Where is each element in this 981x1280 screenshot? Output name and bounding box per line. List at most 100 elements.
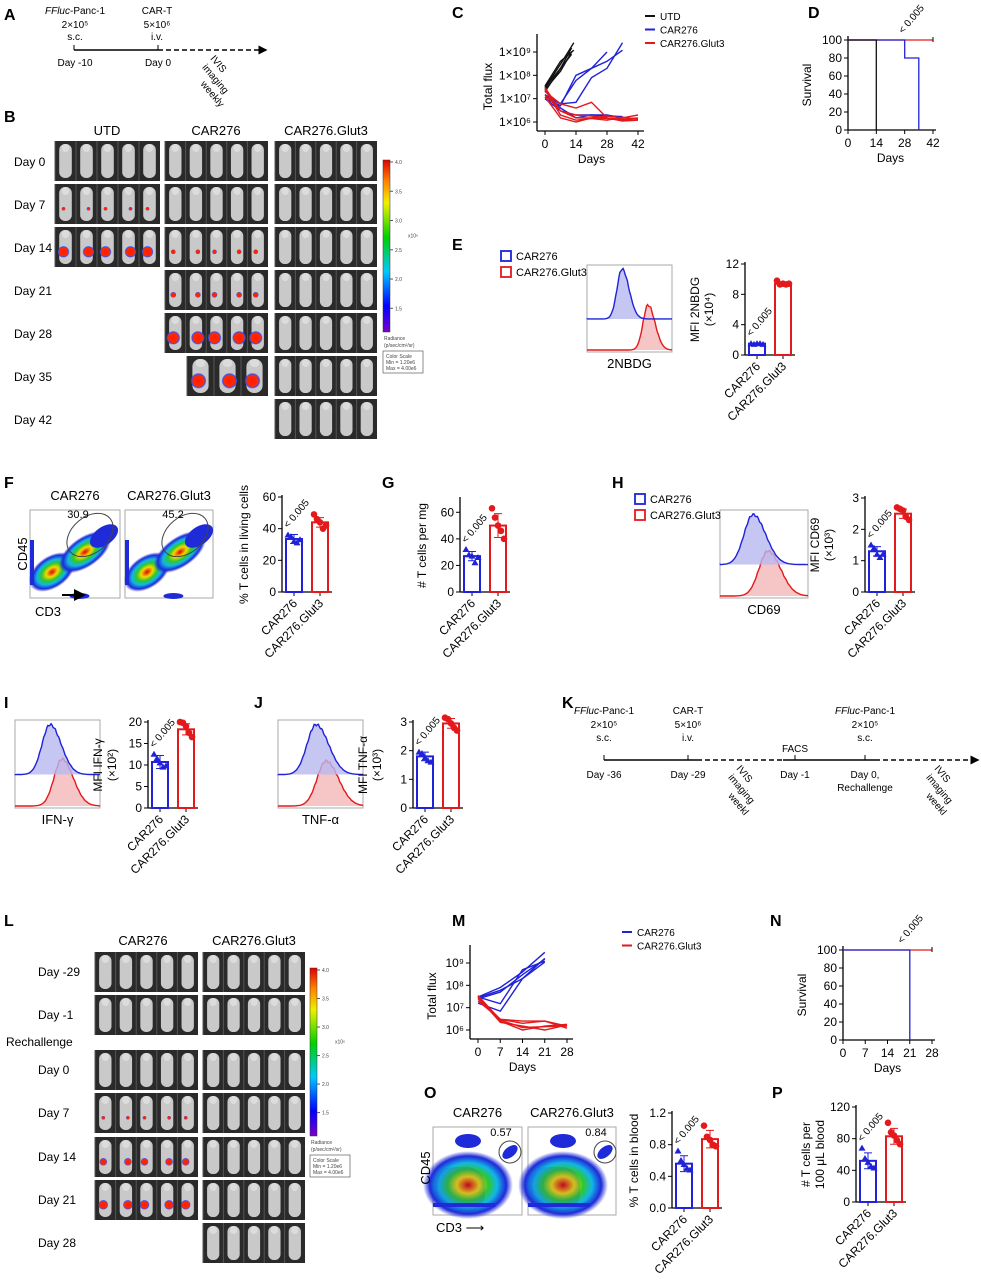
x-tick-label: 7 bbox=[862, 1046, 869, 1060]
gate-percentage: 45.2 bbox=[162, 509, 183, 521]
mouse-head bbox=[192, 316, 200, 324]
mouse-head bbox=[145, 187, 154, 195]
y-axis-label: MFI CD69 bbox=[808, 517, 822, 572]
colorbar-unit-label: Radiance bbox=[384, 336, 405, 342]
mouse-silhouette bbox=[268, 1096, 281, 1130]
ivis-image bbox=[94, 1180, 198, 1220]
tumor-signal bbox=[145, 206, 150, 211]
mouse-head bbox=[82, 230, 91, 238]
mouse-head bbox=[212, 144, 221, 152]
mouse-head bbox=[281, 230, 289, 238]
mouse-silhouette bbox=[340, 402, 353, 436]
ivis-image bbox=[274, 141, 377, 181]
mouse-silhouette bbox=[268, 998, 281, 1032]
mouse-head bbox=[322, 144, 330, 152]
mouse-silhouette bbox=[319, 144, 333, 178]
mouse-head bbox=[122, 1053, 130, 1061]
y-axis-label: (×10⁴) bbox=[702, 293, 716, 327]
y-axis-label: MFI IFN-γ bbox=[91, 738, 105, 791]
x-axis-label: Days bbox=[509, 1060, 536, 1074]
y-tick-label: 10⁷ bbox=[446, 1001, 464, 1015]
ivis-image bbox=[202, 1137, 305, 1177]
mouse-head bbox=[209, 1096, 217, 1104]
mouse-head bbox=[229, 1096, 238, 1104]
mouse-head bbox=[163, 1140, 171, 1148]
histogram-car276-glut3-line bbox=[587, 303, 673, 351]
legend-label: CAR276.Glut3 bbox=[637, 942, 702, 953]
colorbar-tick-label: 1.5 bbox=[322, 1111, 329, 1117]
series-line-car276-glut3 bbox=[477, 998, 568, 1031]
name-italic: FFluc bbox=[45, 6, 70, 17]
y-axis-label: MFI 2NBDG bbox=[688, 277, 702, 342]
y-tick-label: 20 bbox=[824, 1015, 838, 1029]
y-tick-label: 1.2 bbox=[649, 1106, 666, 1120]
mouse-head bbox=[322, 187, 330, 195]
mouse-head bbox=[322, 230, 330, 238]
panel-label-o: O bbox=[424, 1085, 436, 1102]
mouse-head bbox=[342, 402, 351, 410]
mouse-head bbox=[163, 998, 171, 1006]
mouse-silhouette bbox=[319, 359, 333, 393]
tumor-injection-label: FFluc-Panc-1 bbox=[574, 706, 634, 717]
color-scale-title: Color Scale bbox=[386, 354, 412, 360]
mouse-silhouette bbox=[288, 1226, 301, 1260]
data-point-circle bbox=[899, 507, 907, 514]
legend-label: CAR276.Glut3 bbox=[650, 510, 721, 522]
mouse-head bbox=[281, 187, 289, 195]
panel-label-p: P bbox=[772, 1085, 783, 1102]
data-point-circle bbox=[700, 1122, 708, 1129]
mouse-silhouette bbox=[247, 1226, 261, 1260]
mouse-head bbox=[142, 955, 151, 963]
mouse-head bbox=[270, 955, 279, 963]
tumor-signal bbox=[190, 330, 205, 345]
mouse-silhouette bbox=[230, 273, 244, 307]
colorbar-tick-label: 2.0 bbox=[322, 1082, 329, 1088]
colorbar-multiplier: x10⁶ bbox=[408, 233, 418, 239]
tumor-signal bbox=[61, 206, 66, 211]
tumor-signal bbox=[101, 1115, 106, 1120]
data-point-triangle bbox=[468, 552, 476, 559]
mouse-head bbox=[101, 998, 110, 1006]
mouse-silhouette bbox=[251, 144, 264, 178]
mouse-silhouette bbox=[247, 955, 261, 989]
cart-label: CAR-T bbox=[673, 706, 704, 717]
mouse-head bbox=[342, 187, 351, 195]
mouse-head bbox=[192, 230, 200, 238]
cart-label: CAR-T bbox=[142, 6, 173, 17]
data-point-triangle bbox=[759, 340, 767, 347]
mouse-silhouette bbox=[99, 998, 112, 1032]
row-label: Rechallenge bbox=[6, 1035, 73, 1049]
series-line-car276-glut3 bbox=[477, 1000, 568, 1029]
mouse-silhouette bbox=[251, 273, 264, 307]
mouse-silhouette bbox=[207, 1053, 220, 1087]
row-label: Day 0 bbox=[38, 1063, 70, 1077]
mouse-head bbox=[183, 1096, 192, 1104]
colorbar bbox=[309, 967, 318, 1137]
data-point-circle bbox=[188, 733, 196, 741]
survival-line-car276 bbox=[843, 949, 911, 1040]
mouse-head bbox=[183, 1053, 192, 1061]
colorbar-tick-label: 3.5 bbox=[322, 997, 329, 1003]
x-tick-label: 21 bbox=[903, 1046, 917, 1060]
mouse-head bbox=[212, 230, 221, 238]
ivis-image bbox=[164, 227, 268, 267]
mouse-head bbox=[233, 316, 241, 324]
mouse-silhouette bbox=[181, 1096, 194, 1130]
day-label: Day -1 bbox=[780, 770, 810, 781]
mouse-head bbox=[301, 144, 310, 152]
mouse-silhouette bbox=[268, 1226, 281, 1260]
x-tick-label: 42 bbox=[631, 137, 645, 151]
mouse-head bbox=[212, 316, 221, 324]
y-tick-label: 20 bbox=[129, 715, 143, 729]
ivis-image bbox=[94, 1137, 198, 1177]
y-axis-label: Total flux bbox=[481, 63, 495, 110]
histogram-xlabel: 2NBDG bbox=[607, 356, 652, 371]
series-line-utd bbox=[544, 53, 573, 92]
tumor-signal bbox=[98, 1199, 109, 1210]
survival-chart-d bbox=[844, 36, 936, 134]
mouse-head bbox=[183, 955, 192, 963]
mouse-head bbox=[122, 1140, 130, 1148]
x-tick-label: 14 bbox=[516, 1045, 530, 1059]
mouse-head bbox=[270, 1226, 279, 1234]
legend-label: CAR276.Glut3 bbox=[516, 267, 587, 279]
